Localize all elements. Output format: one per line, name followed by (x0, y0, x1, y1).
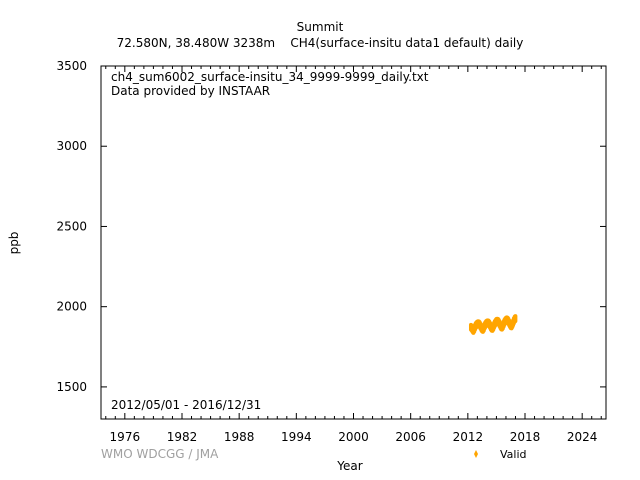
y-axis: 1500 2000 2500 3000 3500 (56, 59, 606, 394)
y-tick-label: 3000 (56, 139, 87, 153)
y-axis-label: ppb (7, 232, 21, 255)
y-tick-label: 1500 (56, 380, 87, 394)
chart-subtitle: 72.580N, 38.480W 3238m CH4(surface-insit… (116, 36, 524, 50)
x-tick-label: 1976 (110, 430, 141, 444)
x-axis-label: Year (336, 459, 362, 473)
x-axis: 1976 1982 1988 1994 2000 2006 2012 2018 2024 (105, 66, 602, 444)
x-tick-label: 2000 (338, 430, 369, 444)
x-tick-label: 1988 (224, 430, 255, 444)
period-note: 2012/05/01 - 2016/12/31 (111, 398, 261, 412)
x-tick-label: 2006 (395, 430, 426, 444)
x-tick-label: 2012 (453, 430, 484, 444)
data-points (468, 314, 518, 335)
provider-note: Data provided by INSTAAR (111, 84, 270, 98)
credit-text: WMO WDCGG / JMA (101, 447, 219, 461)
y-tick-label: 2000 (56, 300, 87, 314)
y-tick-label: 3500 (56, 59, 87, 73)
legend-label-valid: Valid (500, 448, 527, 461)
legend-marker-valid (474, 450, 478, 458)
chart-title: Summit (296, 20, 344, 34)
x-tick-label: 2018 (510, 430, 541, 444)
plot-frame (100, 65, 607, 420)
filename-note: ch4_sum6002_surface-insitu_34_9999-9999_… (111, 70, 429, 84)
x-tick-label: 1982 (167, 430, 198, 444)
x-tick-label: 2024 (567, 430, 598, 444)
x-tick-label: 1994 (281, 430, 312, 444)
legend: Valid (474, 448, 527, 461)
y-tick-label: 2500 (56, 219, 87, 233)
